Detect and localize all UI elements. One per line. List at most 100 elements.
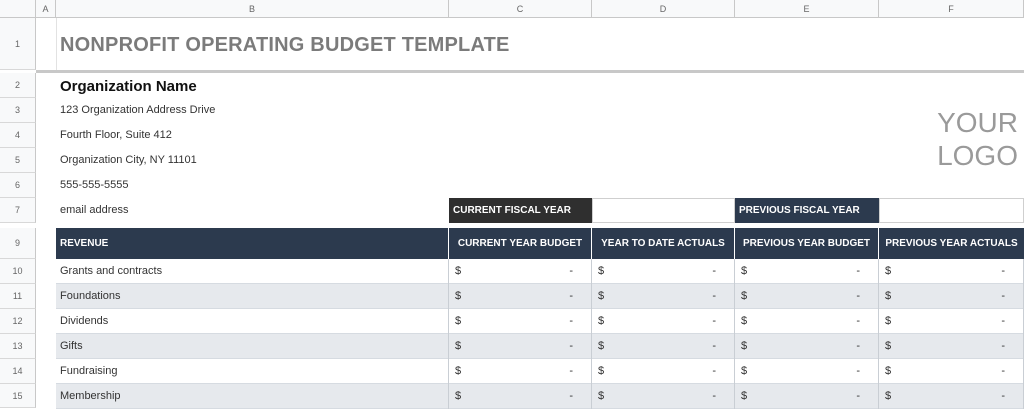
table-row: Foundations $ - $ - $ - $ - [56, 284, 1024, 309]
amount-cell[interactable]: $ - [592, 284, 735, 309]
amount-cell[interactable]: $ - [592, 334, 735, 359]
table-row: Grants and contracts $ - $ - $ - $ - [56, 259, 1024, 284]
revenue-item-label[interactable]: Fundraising [60, 365, 118, 377]
amount-value: - [712, 390, 716, 402]
logo-line-1: YOUR [937, 107, 1018, 138]
amount-cell[interactable]: $ - [735, 284, 879, 309]
currency-symbol: $ [885, 290, 892, 302]
address-city[interactable]: Organization City, NY 11101 [60, 154, 197, 166]
current-fiscal-year-label: CURRENT FISCAL YEAR [449, 198, 592, 223]
current-fiscal-year-input[interactable] [592, 198, 735, 223]
table-row: Fundraising $ - $ - $ - $ - [56, 359, 1024, 384]
column-divider [448, 259, 449, 284]
currency-symbol: $ [741, 315, 748, 327]
amount-value: - [1001, 265, 1005, 277]
row-header-12[interactable]: 12 [0, 309, 36, 334]
column-header-c[interactable]: C [449, 0, 592, 18]
currency-symbol: $ [885, 365, 892, 377]
amount-value: - [856, 365, 860, 377]
amount-value: - [1001, 340, 1005, 352]
currency-symbol: $ [598, 265, 605, 277]
row-header-5[interactable]: 5 [0, 148, 36, 173]
amount-cell[interactable]: $ - [879, 309, 1024, 334]
table-row: Gifts $ - $ - $ - $ - [56, 334, 1024, 359]
phone-number[interactable]: 555-555-5555 [60, 179, 129, 191]
row-header-6[interactable]: 6 [0, 173, 36, 198]
row-header-9[interactable]: 9 [0, 228, 36, 259]
amount-cell[interactable]: $ - [879, 384, 1024, 409]
amount-cell[interactable]: $ - [879, 259, 1024, 284]
row-header-10[interactable]: 10 [0, 259, 36, 284]
amount-cell[interactable]: $ - [449, 309, 592, 334]
email-address[interactable]: email address [60, 204, 129, 216]
amount-cell[interactable]: $ - [735, 384, 879, 409]
amount-value: - [856, 390, 860, 402]
column-header-f[interactable]: F [879, 0, 1024, 18]
row-header-14[interactable]: 14 [0, 359, 36, 384]
organization-name[interactable]: Organization Name [60, 78, 197, 95]
amount-cell[interactable]: $ - [592, 309, 735, 334]
column-divider [448, 334, 449, 359]
row-header-13[interactable]: 13 [0, 334, 36, 359]
revenue-item-label[interactable]: Foundations [60, 290, 121, 302]
revenue-item-label[interactable]: Gifts [60, 340, 83, 352]
amount-cell[interactable]: $ - [735, 334, 879, 359]
amount-cell[interactable]: $ - [879, 284, 1024, 309]
amount-cell[interactable]: $ - [735, 309, 879, 334]
currency-symbol: $ [598, 365, 605, 377]
currency-symbol: $ [741, 290, 748, 302]
select-all-corner[interactable] [0, 0, 36, 18]
column-divider [448, 284, 449, 309]
currency-symbol: $ [885, 315, 892, 327]
amount-cell[interactable]: $ - [449, 284, 592, 309]
amount-cell[interactable]: $ - [879, 359, 1024, 384]
amount-value: - [569, 315, 573, 327]
revenue-item-label[interactable]: Dividends [60, 315, 109, 327]
address-line-2[interactable]: Fourth Floor, Suite 412 [60, 129, 172, 141]
amount-value: - [569, 365, 573, 377]
amount-value: - [1001, 315, 1005, 327]
amount-cell[interactable]: $ - [735, 359, 879, 384]
currency-symbol: $ [741, 340, 748, 352]
page-title: NONPROFIT OPERATING BUDGET TEMPLATE [60, 34, 510, 56]
amount-value: - [856, 265, 860, 277]
amount-cell[interactable]: $ - [449, 259, 592, 284]
title-divider [36, 70, 1024, 73]
amount-cell[interactable]: $ - [592, 359, 735, 384]
row-header-7[interactable]: 7 [0, 198, 36, 223]
amount-cell[interactable]: $ - [735, 259, 879, 284]
column-header-d[interactable]: D [592, 0, 735, 18]
currency-symbol: $ [885, 265, 892, 277]
amount-value: - [856, 315, 860, 327]
previous-fiscal-year-input[interactable] [879, 198, 1024, 223]
row-header-4[interactable]: 4 [0, 123, 36, 148]
revenue-item-label[interactable]: Membership [60, 390, 121, 402]
row-header-3[interactable]: 3 [0, 98, 36, 123]
amount-cell[interactable]: $ - [449, 334, 592, 359]
amount-cell[interactable]: $ - [449, 384, 592, 409]
column-header-a[interactable]: A [36, 0, 56, 18]
revenue-item-label[interactable]: Grants and contracts [60, 265, 163, 277]
address-line-1[interactable]: 123 Organization Address Drive [60, 104, 216, 116]
currency-symbol: $ [455, 265, 462, 277]
amount-cell[interactable]: $ - [592, 384, 735, 409]
column-header-e[interactable]: E [735, 0, 879, 18]
amount-cell[interactable]: $ - [879, 334, 1024, 359]
logo-line-2: LOGO [937, 140, 1018, 171]
amount-cell[interactable]: $ - [592, 259, 735, 284]
column-header-b[interactable]: B [56, 0, 449, 18]
column-divider [448, 384, 449, 409]
amount-value: - [569, 265, 573, 277]
row-header-1[interactable]: 1 [0, 18, 36, 70]
currency-symbol: $ [455, 340, 462, 352]
amount-cell[interactable]: $ - [449, 359, 592, 384]
currency-symbol: $ [598, 290, 605, 302]
amount-value: - [1001, 365, 1005, 377]
currency-symbol: $ [455, 365, 462, 377]
row-header-15[interactable]: 15 [0, 384, 36, 408]
row-header-2[interactable]: 2 [0, 73, 36, 98]
row-header-11[interactable]: 11 [0, 284, 36, 309]
grid-line [56, 18, 57, 70]
currency-symbol: $ [598, 390, 605, 402]
revenue-header: REVENUE [56, 228, 449, 259]
